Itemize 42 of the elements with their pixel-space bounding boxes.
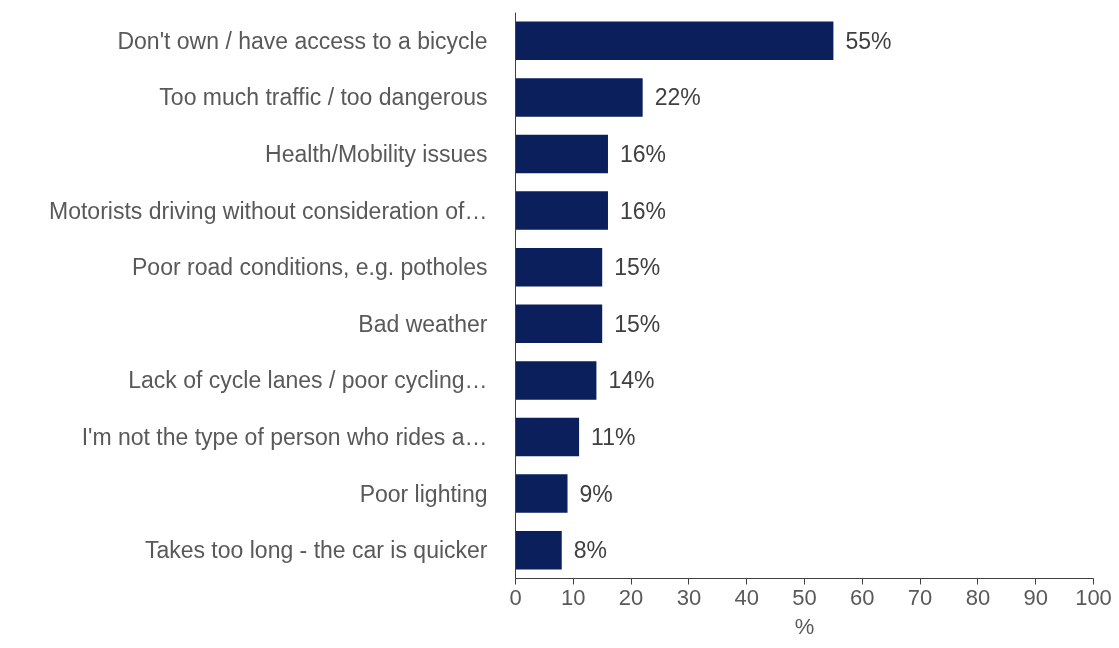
data-label: 15% — [614, 310, 661, 337]
y-tick-label: Health/Mobility issues — [265, 141, 488, 167]
x-tick-label: 20 — [618, 584, 644, 610]
bar — [515, 191, 608, 230]
y-tick-label: Takes too long - the car is quicker — [144, 537, 488, 564]
x-tick-label: 50 — [792, 584, 817, 610]
data-label: 9% — [579, 480, 613, 507]
bar — [515, 247, 603, 287]
x-axis-title: % — [794, 613, 815, 639]
x-tick-label: 70 — [907, 584, 933, 610]
data-label: 8% — [573, 537, 607, 564]
data-label: 14% — [608, 367, 655, 394]
x-tick-label: 90 — [1023, 584, 1048, 610]
x-tick-label: 40 — [734, 584, 759, 610]
x-tick-label: 60 — [850, 584, 875, 610]
bar — [515, 78, 643, 117]
y-tick-label: Bad weather — [358, 310, 488, 337]
y-tick-label: Poor road conditions, e.g. potholes — [132, 254, 488, 281]
bar — [515, 417, 580, 457]
x-tick-label: 0 — [509, 584, 522, 610]
data-label: 11% — [591, 424, 636, 450]
bar — [515, 474, 568, 513]
bar — [515, 134, 608, 174]
y-tick-label: Don't own / have access to a bicycle — [117, 27, 488, 54]
x-tick-label: 100 — [1075, 584, 1112, 610]
data-label: 16% — [619, 197, 667, 224]
bar — [515, 21, 834, 61]
data-label: 15% — [614, 254, 661, 281]
y-tick-label: Motorists driving without consideration of… — [49, 197, 488, 224]
data-label: 22% — [654, 84, 701, 111]
x-tick-label: 30 — [676, 584, 702, 610]
y-tick-label: I'm not the type of person who rides a… — [81, 424, 488, 450]
bar — [515, 361, 597, 400]
bar — [515, 530, 562, 570]
y-tick-label: Lack of cycle lanes / poor cycling… — [128, 367, 488, 394]
data-label: 55% — [845, 27, 892, 54]
y-tick-label: Too much traffic / too dangerous — [159, 84, 488, 111]
x-tick-label: 10 — [561, 584, 586, 610]
x-tick-label: 80 — [965, 584, 991, 610]
bar — [515, 304, 603, 344]
data-label: 16% — [619, 141, 667, 167]
y-tick-label: Poor lighting — [359, 480, 488, 507]
